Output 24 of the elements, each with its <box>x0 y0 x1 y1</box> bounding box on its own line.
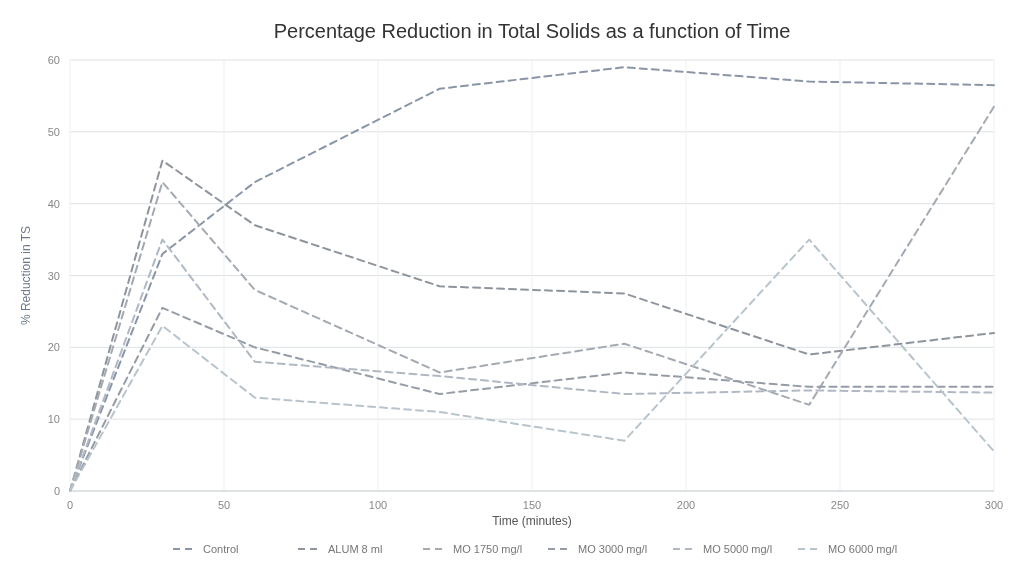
legend-label: MO 3000 mg/l <box>578 543 648 555</box>
x-tick-label: 50 <box>217 499 231 511</box>
legend-label: MO 5000 mg/l <box>703 543 773 555</box>
y-tick-label: 60 <box>47 54 60 66</box>
x-tick-label: 300 <box>984 499 1004 511</box>
x-tick-label: 200 <box>676 499 696 511</box>
x-tick-label: 0 <box>66 499 74 511</box>
legend-label: ALUM 8 ml <box>328 543 383 555</box>
x-tick-label: 250 <box>830 499 850 511</box>
x-tick-label: 150 <box>522 499 542 511</box>
chart-title: Percentage Reduction in Total Solids as a function of Time <box>273 20 791 42</box>
y-tick-label: 10 <box>47 413 60 426</box>
legend-label: MO 1750 mg/l <box>453 543 523 555</box>
y-tick-label: 30 <box>47 269 60 282</box>
x-tick-label: 100 <box>368 499 388 511</box>
y-tick-label: 20 <box>47 341 60 354</box>
x-axis-title: Time (minutes) <box>492 514 572 528</box>
y-tick-label: 50 <box>47 125 60 138</box>
legend-label: Control <box>203 543 239 555</box>
y-tick-label: 0 <box>53 485 60 497</box>
legend-label: MO 6000 mg/l <box>828 543 898 555</box>
y-tick-label: 40 <box>47 197 60 210</box>
y-axis-title: % Reduction in TS <box>19 225 33 326</box>
line-series <box>69 238 995 492</box>
